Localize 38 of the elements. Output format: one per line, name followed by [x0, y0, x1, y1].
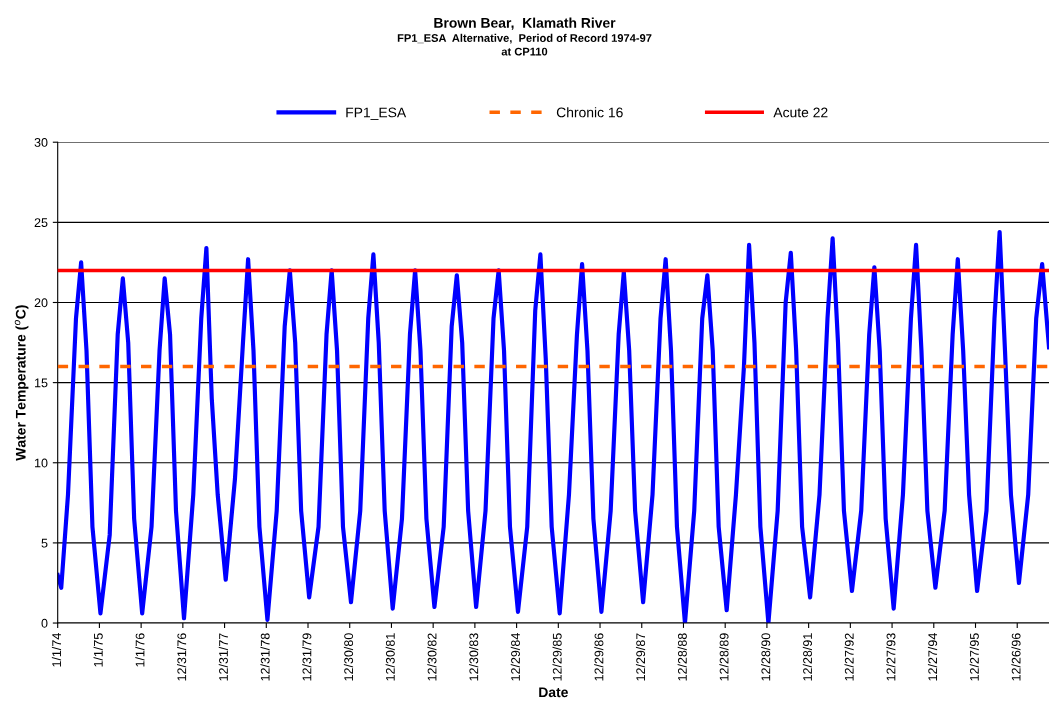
x-tick-label: 1/1/74: [51, 633, 62, 667]
x-tick-label: 12/31/79: [302, 633, 312, 681]
y-tick-label: 25: [34, 218, 48, 227]
x-tick-label: 12/28/88: [677, 633, 687, 681]
x-tick-label: 12/27/95: [969, 633, 979, 681]
x-axis-title: Date: [539, 687, 568, 698]
x-tick-label: 12/30/83: [469, 633, 479, 681]
x-tick-label: 12/27/93: [886, 633, 896, 681]
x-tick-label: 12/29/86: [594, 633, 604, 681]
x-tick-label: 12/26/96: [1011, 633, 1021, 681]
x-tick-label: 12/31/77: [218, 633, 228, 681]
x-tick-label: 12/29/84: [510, 633, 520, 681]
y-axis-title: Water Temperature ($^{o}$C): [14, 305, 29, 461]
x-tick-label: 12/28/89: [719, 633, 729, 681]
legend-label: FP1_ESA: [346, 107, 407, 120]
x-tick-label: 12/31/76: [177, 633, 187, 681]
x-tick-label: 12/31/78: [260, 633, 270, 681]
x-tick-label: 12/27/94: [927, 633, 938, 681]
chart-subtitle: FP1_ESA Alternative, Period of Record 1974-97 at CP110: [397, 33, 652, 56]
y-tick-label: 5: [41, 538, 48, 548]
legend-label: Chronic 16: [556, 107, 623, 118]
chart-title: Brown Bear, Klamath River: [434, 17, 616, 30]
x-tick-label: 12/30/81: [385, 633, 395, 681]
y-tick-label: 20: [34, 298, 48, 308]
y-tick-label: 0: [41, 618, 48, 628]
x-tick-label: 12/29/85: [552, 633, 562, 681]
x-tick-label: 12/30/80: [343, 633, 354, 681]
x-tick-label: 1/1/76: [135, 633, 145, 667]
x-tick-label: 12/28/90: [761, 633, 771, 681]
x-tick-label: 1/1/75: [93, 633, 103, 667]
y-tick-label: 30: [34, 138, 48, 147]
y-tick-label: 15: [35, 378, 48, 388]
x-tick-label: 12/27/92: [844, 633, 854, 681]
x-tick-label: 12/30/82: [427, 633, 437, 681]
x-tick-label: 12/28/91: [802, 633, 812, 681]
legend-label: Acute 22: [773, 107, 828, 118]
y-tick-label: 10: [35, 458, 48, 468]
x-tick-label: 12/29/87: [635, 633, 646, 681]
